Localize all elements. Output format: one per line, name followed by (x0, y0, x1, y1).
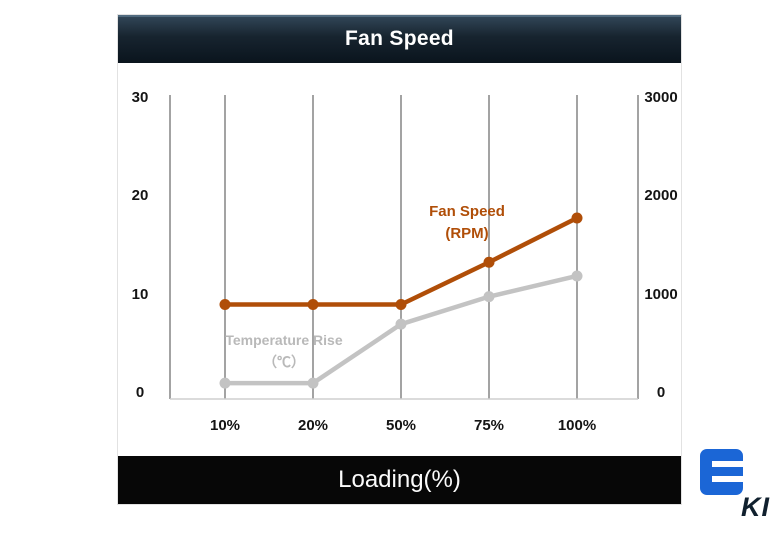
right-axis-tick: 2000 (644, 187, 678, 205)
right-axis-tick: 0 (656, 384, 666, 401)
x-axis-tick: 75% (473, 417, 505, 434)
x-axis-title: Loading(%) (338, 466, 461, 493)
brand-partial-text: KI (741, 492, 770, 522)
data-point (395, 299, 407, 310)
chart-title: Fan Speed (345, 27, 454, 50)
left-axis-tick: 20 (131, 187, 149, 205)
chart-plot (169, 95, 639, 400)
data-point (571, 212, 583, 224)
fan-speed-series-label-line2: (RPM) (445, 225, 489, 242)
x-axis-title-bar: Loading(%) (118, 456, 681, 504)
temperature-rise-series-label-line2: （℃） (262, 354, 305, 370)
x-axis-tick: 10% (209, 417, 241, 434)
chart-card: Fan Speed 30 20 10 0 3000 2000 1000 0 10% 20% 50… (117, 14, 682, 505)
fan-speed-series-label: Fan Speed (RPM) (429, 201, 505, 245)
chart-title-bar: Fan Speed (118, 15, 681, 63)
data-point (483, 291, 495, 303)
data-point (307, 299, 319, 310)
data-point (219, 299, 231, 310)
temperature-rise-series-label-line1: Temperature Rise (225, 332, 343, 348)
temperature-rise-series-label: Temperature Rise （℃） (225, 329, 342, 373)
data-point (307, 377, 319, 389)
data-point (483, 256, 495, 268)
right-axis-tick: 3000 (644, 89, 678, 106)
x-axis-tick: 50% (385, 417, 417, 434)
x-axis-tick: 20% (297, 417, 329, 434)
fan-speed-series-label-line1: Fan Speed (429, 203, 505, 220)
data-point (219, 377, 231, 389)
data-point (571, 270, 583, 282)
left-axis-tick: 10 (131, 285, 149, 303)
left-axis-tick: 30 (131, 89, 149, 106)
x-axis-tick: 100% (557, 417, 597, 434)
right-axis-tick: 1000 (644, 285, 678, 303)
left-axis-tick: 0 (135, 384, 145, 401)
data-point (395, 318, 407, 330)
e-logo-icon (700, 449, 743, 495)
